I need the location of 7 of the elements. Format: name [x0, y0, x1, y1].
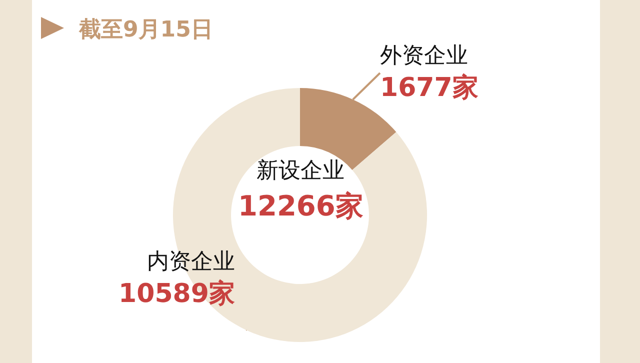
text: 12266家: [238, 190, 364, 222]
slice-label: 外资企业: [380, 44, 468, 68]
data-label: 10589家: [118, 279, 235, 309]
text: 新设企业: [256, 158, 345, 184]
chart-title: 截至9月15日: [78, 18, 213, 42]
slice-label: 内资企业: [147, 250, 235, 274]
data-label: 1677家: [380, 73, 478, 103]
